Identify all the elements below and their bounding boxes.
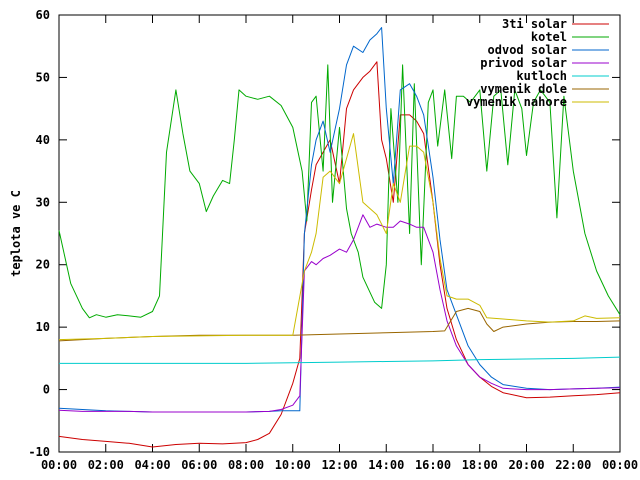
x-tick-label: 12:00 <box>321 458 357 472</box>
legend-label-4: kutloch <box>516 69 567 83</box>
legend-label-0: 3ti solar <box>502 17 567 31</box>
y-axis-label: teplota ve C <box>9 190 23 277</box>
y-tick-label: 30 <box>36 195 50 209</box>
legend-label-1: kotel <box>531 30 567 44</box>
x-tick-label: 14:00 <box>368 458 404 472</box>
x-tick-label: 22:00 <box>555 458 591 472</box>
x-tick-label: 04:00 <box>134 458 170 472</box>
y-tick-label: 40 <box>36 133 50 147</box>
series-line-1 <box>58 64 621 319</box>
x-tick-label: 06:00 <box>181 458 217 472</box>
y-tick-label: 20 <box>36 258 50 272</box>
x-tick-label: 20:00 <box>508 458 544 472</box>
x-tick-label: 00:00 <box>602 458 638 472</box>
y-tick-label: 50 <box>36 70 50 84</box>
series-line-3 <box>58 214 621 413</box>
series-lines <box>58 27 621 448</box>
series-line-6 <box>58 133 621 341</box>
x-tick-label: 16:00 <box>415 458 451 472</box>
y-tick-label: -10 <box>28 445 50 459</box>
x-axis: 00:00 02:00 04:00 06:00 08:00 10:00 12:00 14:00… <box>41 15 638 472</box>
series-line-5 <box>58 307 621 342</box>
x-tick-label: 02:00 <box>88 458 124 472</box>
y-tick-label: 10 <box>36 320 50 334</box>
legend-label-2: odvod solar <box>488 43 567 57</box>
y-tick-label: 0 <box>43 383 50 397</box>
series-line-4 <box>59 356 621 364</box>
legend-label-3: privod solar <box>480 56 567 70</box>
x-tick-label: 08:00 <box>228 458 264 472</box>
y-axis: -10 0 10 20 30 40 50 60 <box>28 8 620 459</box>
x-tick-label: 18:00 <box>462 458 498 472</box>
y-tick-label: 60 <box>36 8 50 22</box>
x-tick-label: 10:00 <box>275 458 311 472</box>
x-tick-label: 00:00 <box>41 458 77 472</box>
legend-label-5: vymenik dole <box>480 82 567 96</box>
legend-label-6: vymenik nahore <box>466 95 567 109</box>
